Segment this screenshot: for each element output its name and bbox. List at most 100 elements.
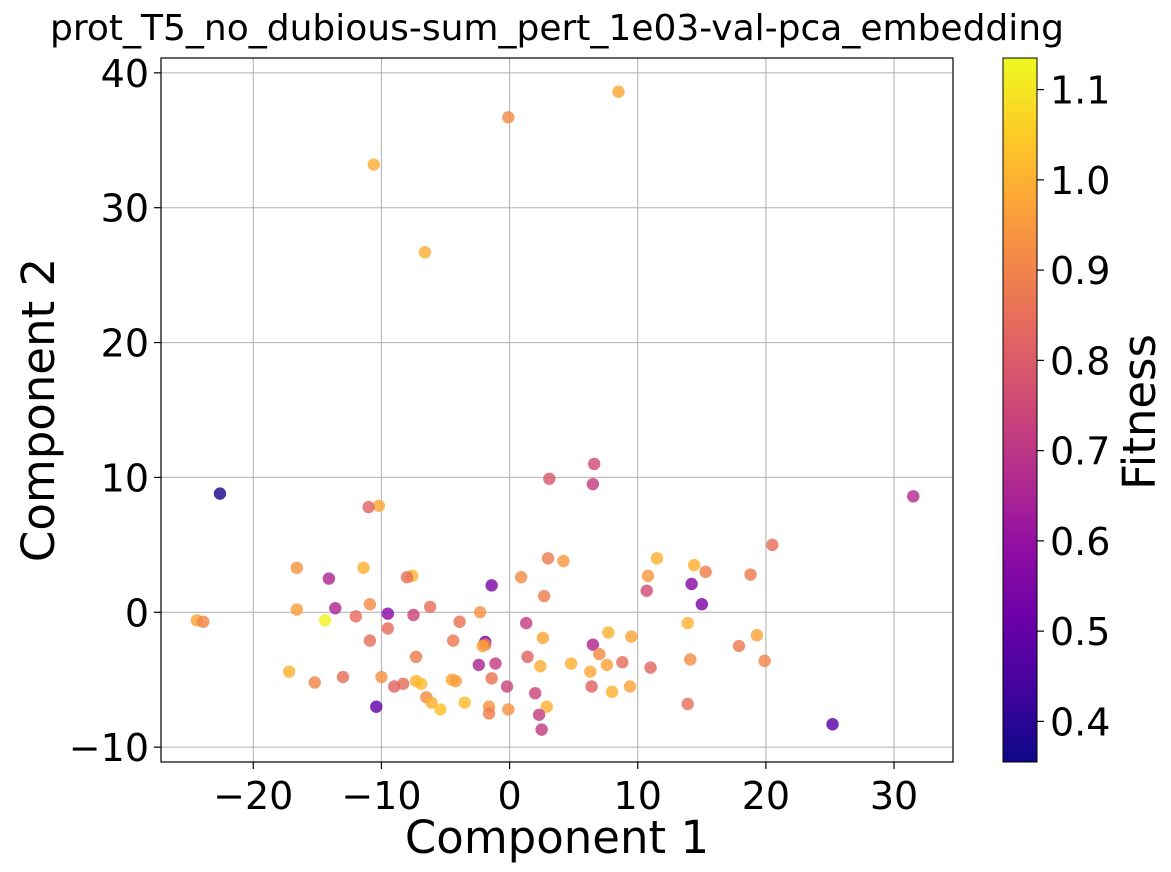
scatter-point <box>640 584 653 597</box>
y-axis-ticks: −10 0 10 20 30 40 <box>69 52 161 770</box>
colorbar-tick-label: 0.9 <box>1050 249 1110 293</box>
scatter-point <box>213 487 227 500</box>
y-tick-label: 0 <box>125 591 149 635</box>
scatter-point <box>482 707 496 720</box>
scatter-point <box>476 639 489 653</box>
colorbar-ticks: 0.4 0.5 0.6 0.7 0.8 0.9 1.0 1.1 <box>1037 69 1110 744</box>
colorbar-label: Fitness <box>1113 334 1166 490</box>
scatter-point <box>473 606 487 619</box>
scatter-point <box>750 629 764 642</box>
x-tick-label: 20 <box>742 774 790 818</box>
scatter-point <box>586 638 600 651</box>
scatter-point <box>414 677 428 690</box>
scatter-point <box>585 680 598 693</box>
colorbar-tick-label: 0.8 <box>1050 339 1110 383</box>
scatter-point <box>329 602 342 615</box>
scatter-point <box>418 246 432 259</box>
x-tick-label: −20 <box>213 774 293 818</box>
scatter-point <box>532 708 546 721</box>
scatter-point <box>602 626 615 639</box>
scatter-point <box>586 477 600 491</box>
scatter-point <box>687 558 701 572</box>
scatter-point <box>425 696 438 709</box>
scatter-point <box>502 111 515 124</box>
scatter-point <box>541 552 555 565</box>
scatter-point <box>521 650 534 664</box>
scatter-point <box>616 655 629 669</box>
x-tick-label: 0 <box>497 774 521 818</box>
scatter-point <box>407 608 420 622</box>
scatter-point <box>363 598 377 611</box>
scatter-point <box>534 660 547 673</box>
scatter-point <box>446 634 460 647</box>
scatter-point <box>744 568 757 581</box>
scatter-point <box>308 676 321 689</box>
scatter-point <box>535 723 548 736</box>
scatter-point <box>529 687 542 700</box>
scatter-point <box>540 700 553 713</box>
scatter-point <box>699 565 712 579</box>
scatter-point <box>489 657 502 670</box>
scatter-point <box>388 680 401 693</box>
scatter-point <box>500 680 514 693</box>
scatter-point <box>362 500 375 514</box>
scatter-point <box>449 674 462 688</box>
scatter-point <box>367 158 380 171</box>
scatter-point <box>336 670 350 684</box>
scatter-point <box>593 647 606 661</box>
x-tick-label: 10 <box>614 774 662 818</box>
scatter-point <box>372 499 386 512</box>
scatter-point <box>537 589 551 603</box>
scatter-point <box>907 490 920 503</box>
scatter-point <box>625 630 638 643</box>
scatter-point <box>381 607 395 620</box>
scatter-point <box>363 634 377 647</box>
y-tick-label: −10 <box>69 726 149 770</box>
scatter-point <box>370 700 383 713</box>
scatter-point <box>290 603 304 616</box>
scatter-point <box>290 561 304 574</box>
scatter-point <box>766 538 779 552</box>
scatter-point <box>681 697 694 711</box>
scatter-point <box>458 696 471 709</box>
y-tick-label: 20 <box>101 322 149 366</box>
scatter-point <box>502 703 515 716</box>
scatter-point <box>612 85 625 98</box>
scatter-point <box>543 472 556 485</box>
x-axis-ticks: −20 −10 0 10 20 30 <box>213 762 918 818</box>
scatter-point <box>520 616 533 630</box>
scatter-point <box>684 653 697 666</box>
scatter-point <box>357 561 370 574</box>
data-points <box>190 85 920 736</box>
scatter-point <box>650 552 664 565</box>
scatter-point <box>641 569 655 583</box>
scatter-point <box>472 658 486 672</box>
scatter-point <box>322 572 336 585</box>
scatter-point <box>732 639 746 653</box>
y-axis-label: Component 2 <box>12 258 65 562</box>
scatter-point <box>557 554 570 568</box>
colorbar-tick-label: 0.6 <box>1050 520 1110 564</box>
scatter-point <box>349 610 362 623</box>
scatter-point <box>485 672 498 685</box>
scatter-point <box>685 577 698 591</box>
scatter-point <box>605 685 619 699</box>
scatter-point <box>375 670 388 684</box>
colorbar-tick-label: 0.7 <box>1050 430 1110 474</box>
scatter-point <box>695 598 709 611</box>
chart-title: prot_T5_no_dubious-sum_pert_1e03-val-pca… <box>50 8 1064 49</box>
scatter-point <box>514 571 528 584</box>
scatter-point <box>400 571 414 584</box>
scatter-point <box>453 615 466 628</box>
x-tick-label: −10 <box>341 774 421 818</box>
scatter-point <box>623 680 637 693</box>
scatter-point <box>536 631 550 645</box>
scatter-point <box>381 622 395 635</box>
scatter-point <box>584 665 597 678</box>
y-tick-label: 10 <box>101 456 149 500</box>
x-axis-label: Component 1 <box>405 811 709 864</box>
scatter-point <box>564 657 578 670</box>
x-tick-label: 30 <box>870 774 918 818</box>
scatter-point <box>318 614 332 627</box>
